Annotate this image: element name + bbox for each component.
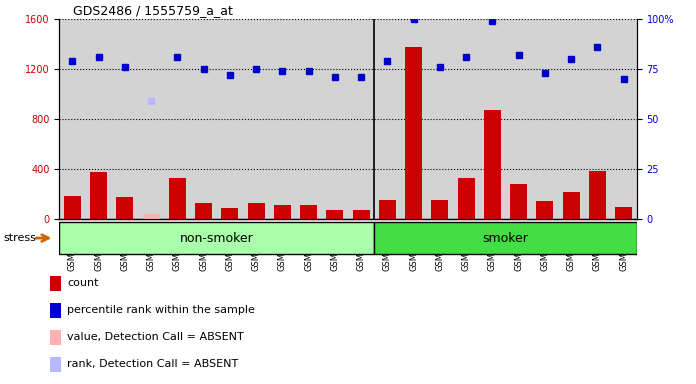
Bar bbox=[50, 303, 61, 318]
Bar bbox=[248, 203, 264, 219]
Bar bbox=[510, 184, 527, 219]
Bar bbox=[326, 210, 343, 219]
Text: GDS2486 / 1555759_a_at: GDS2486 / 1555759_a_at bbox=[73, 4, 233, 17]
Text: smoker: smoker bbox=[482, 232, 528, 245]
Bar bbox=[64, 197, 81, 219]
Text: count: count bbox=[67, 278, 99, 288]
Text: percentile rank within the sample: percentile rank within the sample bbox=[67, 305, 255, 315]
Bar bbox=[59, 222, 374, 254]
Bar bbox=[50, 276, 61, 291]
Bar bbox=[562, 192, 580, 219]
Bar bbox=[537, 201, 553, 219]
Bar bbox=[221, 208, 238, 219]
Bar bbox=[405, 47, 422, 219]
Bar bbox=[195, 203, 212, 219]
Text: rank, Detection Call = ABSENT: rank, Detection Call = ABSENT bbox=[67, 359, 239, 369]
Bar bbox=[50, 330, 61, 345]
Text: non-smoker: non-smoker bbox=[180, 232, 253, 245]
Bar bbox=[169, 178, 186, 219]
Bar bbox=[353, 210, 370, 219]
Bar bbox=[274, 205, 291, 219]
Bar bbox=[458, 178, 475, 219]
Bar bbox=[50, 357, 61, 372]
Bar bbox=[300, 205, 317, 219]
Bar bbox=[143, 214, 159, 219]
Bar bbox=[116, 197, 134, 219]
Bar bbox=[589, 171, 606, 219]
Bar bbox=[90, 172, 107, 219]
Text: stress: stress bbox=[3, 233, 36, 243]
Bar bbox=[379, 200, 396, 219]
Bar bbox=[374, 222, 637, 254]
Text: value, Detection Call = ABSENT: value, Detection Call = ABSENT bbox=[67, 332, 244, 342]
Bar bbox=[484, 110, 501, 219]
Bar bbox=[615, 207, 632, 219]
Bar bbox=[432, 200, 448, 219]
